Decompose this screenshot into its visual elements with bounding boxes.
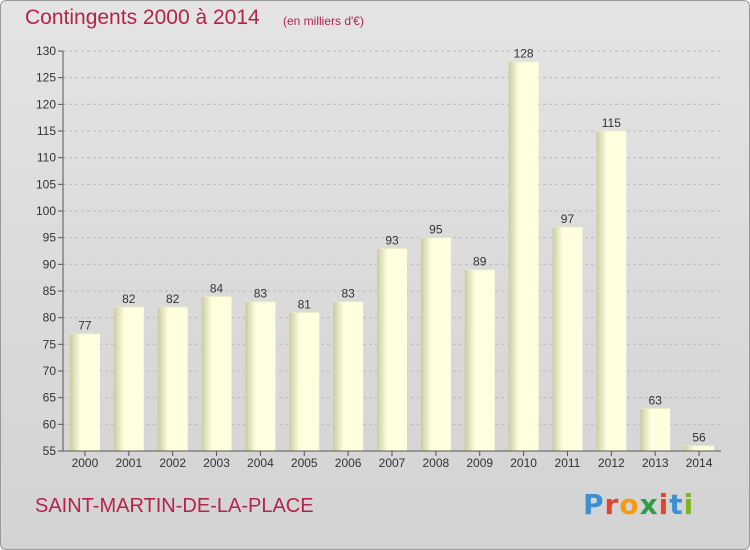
data-label: 128 [514,47,534,61]
bar [377,248,407,451]
data-label: 56 [692,431,706,445]
data-label: 77 [78,319,92,333]
y-tick-label: 75 [43,337,57,351]
data-label: 89 [473,255,487,269]
x-tick-label: 2012 [598,456,625,470]
bar [552,227,583,451]
bar [508,61,539,452]
y-tick-label: 80 [43,311,57,325]
bar [333,301,364,451]
y-tick-label: 120 [36,97,56,111]
x-tick-label: 2010 [510,456,537,470]
data-label: 82 [166,292,180,306]
data-label: 95 [429,223,443,237]
bar [245,301,276,451]
bar [420,237,451,451]
x-tick-label: 2004 [247,456,274,470]
bar [596,131,627,451]
logo-letter: o [619,488,640,521]
data-label: 93 [385,233,399,247]
place-name: SAINT-MARTIN-DE-LA-PLACE [35,495,314,517]
logo-letter: i [683,488,695,521]
y-tick-label: 110 [37,151,56,165]
data-label: 97 [561,212,575,226]
y-tick-label: 60 [43,417,57,431]
x-tick-label: 2009 [466,456,493,470]
labels: 55 60 65 70 75 80 85 90 95 100 105 110 115 120 125 130 2… [36,44,713,470]
logo-letter: x [639,488,659,521]
y-tick-label: 115 [37,124,56,138]
data-label: 83 [254,287,268,301]
bar [201,296,232,451]
x-tick-label: 2003 [203,456,230,470]
data-label: 83 [341,287,355,301]
x-tick-label: 2007 [379,456,406,470]
y-tick-label: 85 [43,284,57,298]
x-tick-label: 2008 [423,456,450,470]
bar [640,408,671,451]
chart-title: Contingents 2000 à 2014 [25,6,260,29]
x-tick-label: 2013 [642,456,669,470]
logo-letter: P [583,488,605,521]
y-tick-label: 125 [36,71,56,85]
x-tick-label: 2005 [291,456,318,470]
data-label: 81 [298,297,312,311]
bar [113,307,144,451]
data-label: 84 [210,281,224,295]
x-tick-label: 2002 [159,456,186,470]
bar [289,312,320,451]
data-label: 82 [122,292,136,306]
y-tick-label: 90 [43,257,57,271]
y-tick-label: 65 [43,391,57,405]
y-tick-label: 70 [43,364,57,378]
bar [69,333,100,451]
proxiti-logo[interactable]: Proxiti [583,488,694,521]
x-tick-label: 2006 [335,456,362,470]
axes [58,50,721,456]
y-tick-label: 100 [36,204,56,218]
bar [684,445,715,451]
y-tick-label: 55 [43,444,57,458]
logo-letter: r [604,488,620,521]
bars [69,61,715,452]
chart-unit: (en milliers d'€) [283,14,364,28]
logo-letter: i [658,488,670,521]
y-tick-label: 95 [43,231,57,245]
x-tick-label: 2014 [686,456,713,470]
x-tick-label: 2000 [72,456,99,470]
y-tick-label: 130 [36,44,56,58]
logo-letter: t [669,488,684,521]
data-label: 115 [602,116,621,130]
data-label: 63 [649,393,663,407]
bar [464,269,495,451]
x-tick-label: 2001 [115,456,142,470]
x-tick-label: 2011 [555,456,581,470]
bar [157,307,188,451]
y-tick-label: 105 [36,177,56,191]
